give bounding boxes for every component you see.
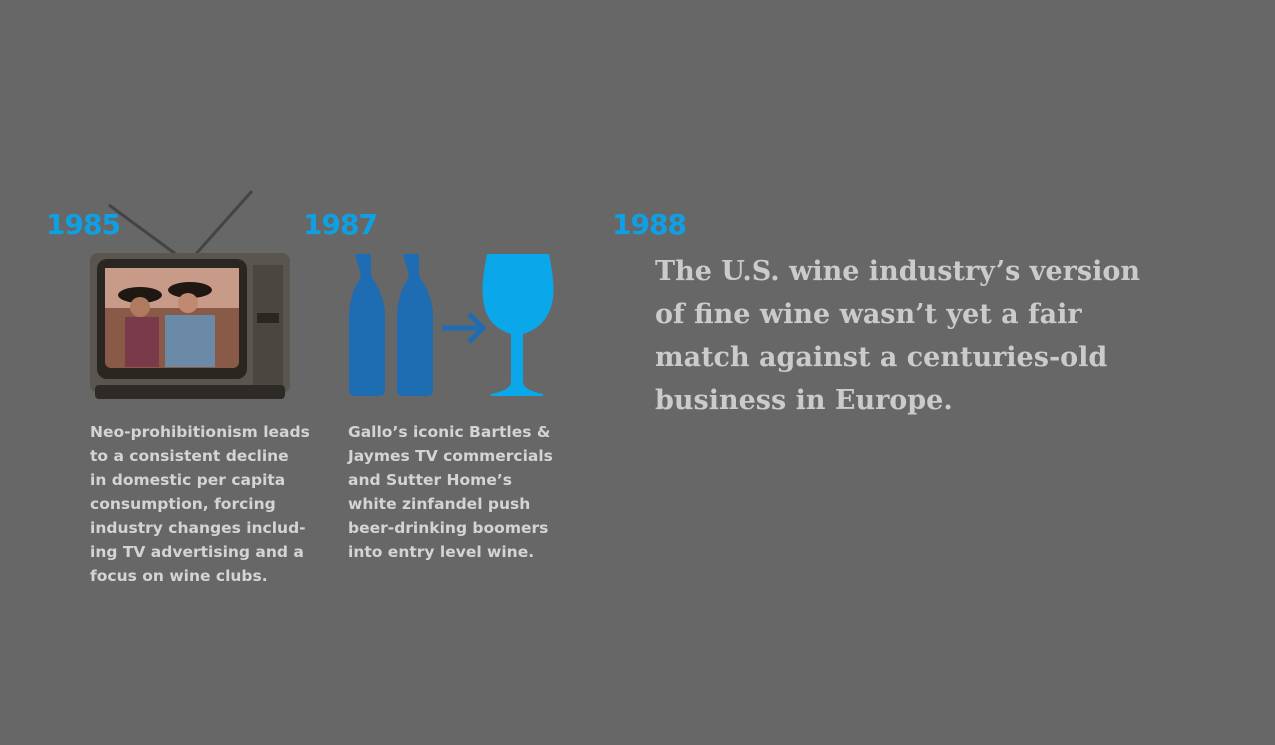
bottles-to-glass-icon [349, 254, 554, 396]
text-line: industry changes includ- [90, 519, 306, 537]
text-line: beer-drinking boomers [348, 519, 549, 537]
text-line: of fine wine wasn’t yet a fair [655, 299, 1082, 330]
text-line: white zinfandel push [348, 495, 531, 513]
text-line: and Sutter Home’s [348, 471, 512, 489]
description: Gallo’s iconic Bartles & Jaymes TV commer… [348, 420, 553, 564]
tv-illustration [90, 190, 290, 399]
text-line: Gallo’s iconic Bartles & [348, 423, 551, 441]
text-line: ing TV advertising and a [90, 543, 304, 561]
text-line: into entry level wine. [348, 543, 535, 561]
text-line: consumption, forcing [90, 495, 276, 513]
text-line: The U.S. wine industry’s version [655, 256, 1140, 287]
text-line: Neo-prohibitionism leads [90, 423, 310, 441]
headline: The U.S. wine industry’s version of fine … [655, 250, 1140, 422]
text-line: in domestic per capita [90, 471, 286, 489]
description: Neo-prohibitionism leads to a consistent … [90, 420, 310, 588]
year: 1987 [303, 208, 378, 241]
year: 1985 [46, 208, 121, 241]
text-line: Jaymes TV commercials [348, 447, 553, 465]
text-line: match against a centuries-old [655, 342, 1108, 373]
text-line: business in Europe. [655, 385, 953, 416]
year: 1988 [612, 208, 687, 241]
text-line: to a consistent decline [90, 447, 289, 465]
text-line: focus on wine clubs. [90, 567, 268, 585]
